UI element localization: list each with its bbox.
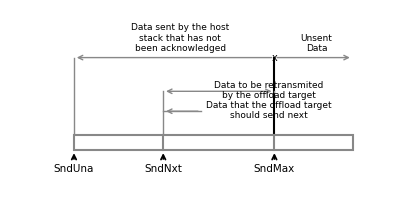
Bar [74, 135, 353, 150]
Text: x: x [271, 53, 277, 63]
Text: SndNxt: SndNxt [144, 164, 182, 174]
Text: Data to be retransmited
by the offload target: Data to be retransmited by the offload t… [214, 81, 324, 100]
Text: Unsent
Data: Unsent Data [301, 34, 332, 53]
Text: Data that the offload target
should send next: Data that the offload target should send… [206, 101, 332, 120]
Text: Data sent by the host
stack that has not
been acknowledged: Data sent by the host stack that has not… [131, 23, 229, 53]
Text: SndMax: SndMax [254, 164, 295, 174]
Text: SndUna: SndUna [54, 164, 94, 174]
